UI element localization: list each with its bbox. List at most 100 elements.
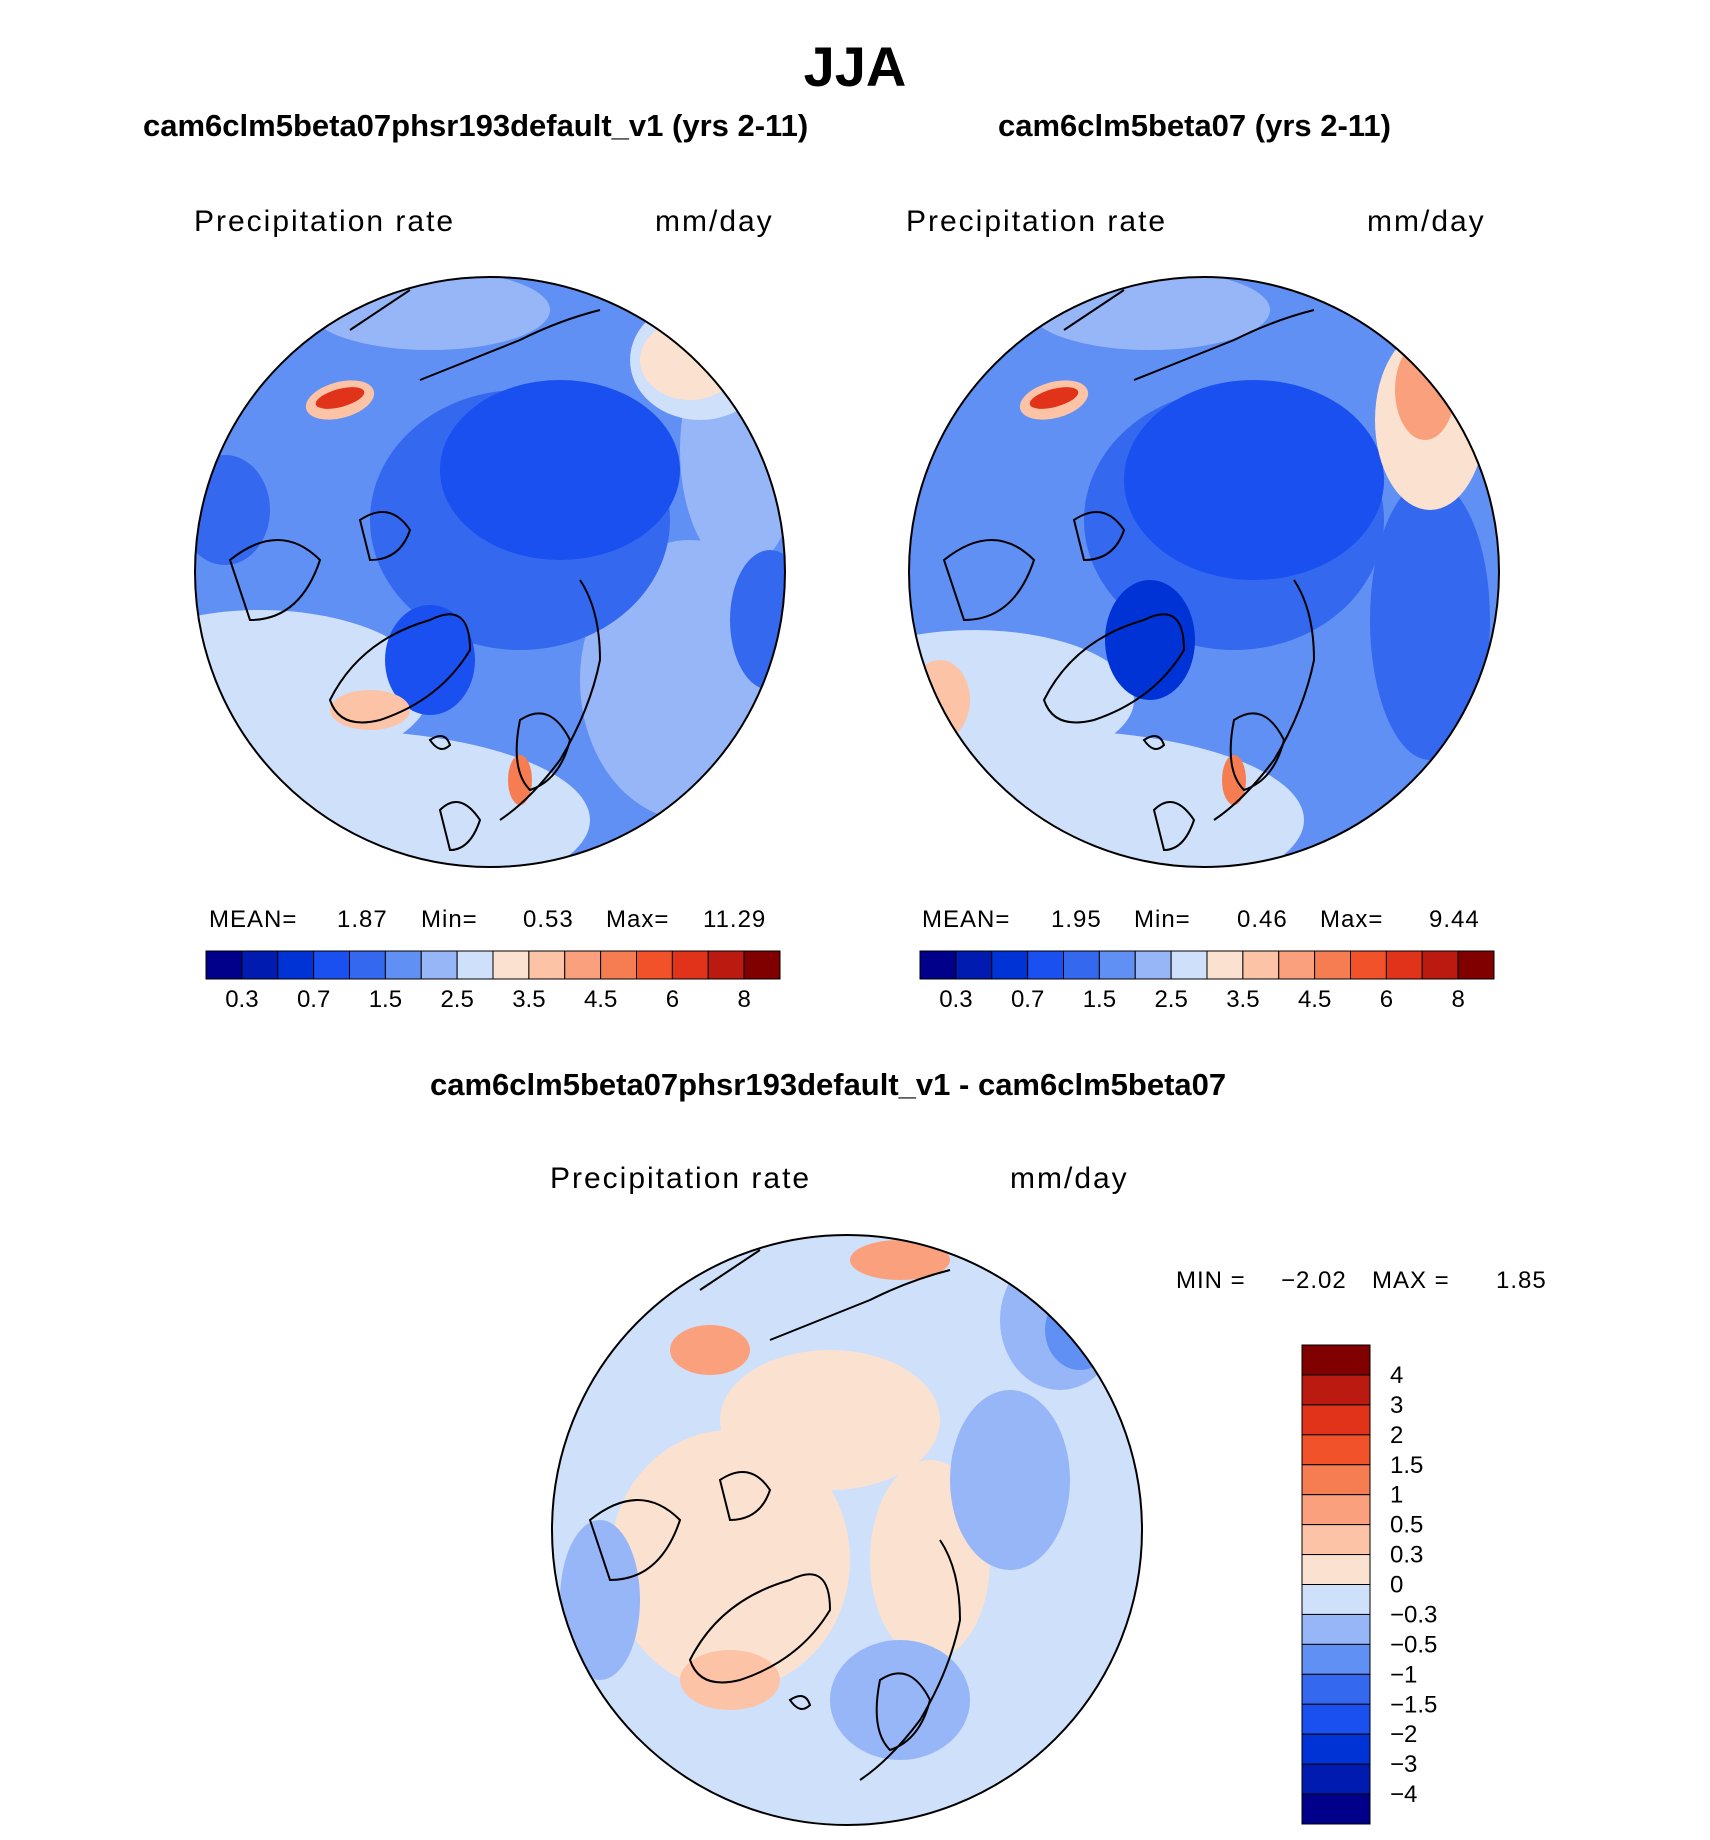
colorbar-tick-label: −1.5 <box>1390 1691 1437 1718</box>
panel-case-min-label: Min= <box>421 906 478 933</box>
panel-case-mean-label: MEAN= <box>209 906 298 933</box>
colorbar-tick-label: 8 <box>1451 986 1464 1013</box>
panel-control-mean-label: MEAN= <box>922 906 1011 933</box>
colorbar-swatch <box>919 950 957 980</box>
panel-case-title: cam6clm5beta07phsr193default_v1 (yrs 2-1… <box>143 108 809 143</box>
colorbar-swatch <box>600 950 637 980</box>
field-patch <box>850 1240 950 1280</box>
colorbar-tick-label: 2 <box>1390 1422 1403 1449</box>
colorbar-tick-label: 6 <box>666 986 679 1013</box>
coastline <box>228 539 322 622</box>
colorbar-swatch <box>1301 1464 1371 1496</box>
colorbar-tick-label: 2.5 <box>440 986 473 1013</box>
field-patch <box>508 755 532 805</box>
colorbar-swatch <box>492 950 530 980</box>
panel-case-min-value: 0.53 <box>523 906 574 933</box>
field-patch <box>330 690 410 730</box>
coastline <box>688 1573 832 1684</box>
field-patch <box>680 1650 780 1710</box>
colorbar-tick-label: 8 <box>737 986 750 1013</box>
colorbar-swatch <box>1301 1374 1371 1406</box>
colorbar-swatch <box>1301 1404 1371 1436</box>
field-patch <box>1105 580 1195 700</box>
field-patch <box>195 455 270 565</box>
field-patch <box>195 610 430 770</box>
map-case <box>194 276 786 868</box>
colorbar-swatch <box>1385 950 1423 980</box>
colorbar-tick-label: 4.5 <box>584 986 617 1013</box>
colorbar-tick-label: −4 <box>1390 1781 1417 1808</box>
field-patch <box>720 1350 940 1490</box>
colorbar-swatch <box>1301 1434 1371 1466</box>
panel-control-max-label: Max= <box>1320 906 1384 933</box>
colorbar-swatch <box>1350 950 1387 980</box>
coastline <box>1142 735 1166 750</box>
colorbar-swatch <box>1206 950 1244 980</box>
colorbar-swatch <box>1301 1793 1371 1825</box>
field-patch <box>310 277 550 350</box>
colorbar-tick-label: 3.5 <box>1226 986 1259 1013</box>
coastline <box>942 539 1036 622</box>
colorbar-swatch <box>420 950 458 980</box>
colorbar-swatch <box>1301 1344 1371 1376</box>
field-patch <box>1222 755 1246 805</box>
panel-case-units: mm/day <box>655 205 774 238</box>
coastline <box>699 1249 951 1341</box>
colorbar-swatch <box>1314 950 1351 980</box>
colorbar-swatch <box>1134 950 1172 980</box>
panel-case-max-value: 11.29 <box>703 906 767 933</box>
coastline <box>1229 712 1286 792</box>
colorbar-tick-label: −2 <box>1390 1721 1417 1748</box>
field-patch <box>385 605 475 715</box>
colorbar-swatch <box>636 950 673 980</box>
field-patch <box>610 1430 850 1690</box>
field-patch <box>830 1640 970 1760</box>
colorbar-swatch <box>1301 1524 1371 1556</box>
colorbar-swatch <box>955 950 993 980</box>
colorbar-tick-label: 2.5 <box>1154 986 1187 1013</box>
colorbar-tick-label: 6 <box>1380 986 1393 1013</box>
colorbar-tick-label: 3 <box>1390 1392 1403 1419</box>
colorbar-tick-label: −0.3 <box>1390 1601 1437 1628</box>
colorbars: 0.3 0.7 1.5 2.5 3.5 4.5 6 8 0.3 0.7 1.5 2.5 3.5 4.5 6 8… <box>205 950 1495 1825</box>
panel-control-units: mm/day <box>1367 205 1486 238</box>
colorbar-swatch <box>1421 950 1459 980</box>
coastline <box>875 1672 932 1752</box>
panel-control-variable: Precipitation rate <box>906 205 1168 238</box>
field-patch <box>1370 480 1490 760</box>
panel-control-title: cam6clm5beta07 (yrs 2-11) <box>998 108 1391 143</box>
field-patch <box>1029 387 1079 409</box>
colorbar-tick-label: 0.7 <box>297 986 330 1013</box>
colorbar-swatch <box>671 950 709 980</box>
coastline <box>358 511 412 562</box>
colorbar-swatch <box>1278 950 1316 980</box>
panel-diff-variable: Precipitation rate <box>550 1162 812 1195</box>
coastline <box>515 712 572 792</box>
coastline <box>1063 289 1315 381</box>
colorbar-swatch <box>384 950 422 980</box>
colorbar-swatch <box>1457 950 1495 980</box>
coastline <box>1152 801 1196 852</box>
coastline <box>718 1471 772 1522</box>
colorbar-tick-label: −1 <box>1390 1661 1417 1688</box>
field-patch <box>440 380 680 560</box>
panel-diff-max-label: MAX = <box>1372 1267 1450 1294</box>
coastline <box>859 1539 962 1781</box>
colorbar-swatch <box>1301 1763 1371 1795</box>
colorbar-swatch <box>707 950 745 980</box>
map-difference <box>551 1234 1143 1826</box>
coastline <box>438 801 482 852</box>
colorbar-tick-label: 1.5 <box>369 986 402 1013</box>
map-boundary <box>551 1234 1143 1826</box>
field-patch <box>730 550 785 690</box>
panel-case-mean-value: 1.87 <box>337 906 388 933</box>
colorbar-tick-label: 0.3 <box>225 986 258 1013</box>
panel-diff-min-value: −2.02 <box>1281 1267 1347 1294</box>
colorbar-swatch <box>564 950 602 980</box>
colorbar-swatch <box>1301 1733 1371 1765</box>
colorbar-swatch <box>1098 950 1136 980</box>
field-patch <box>1000 1250 1120 1390</box>
panel-case-max-label: Max= <box>606 906 670 933</box>
colorbar-swatch <box>1301 1584 1371 1615</box>
